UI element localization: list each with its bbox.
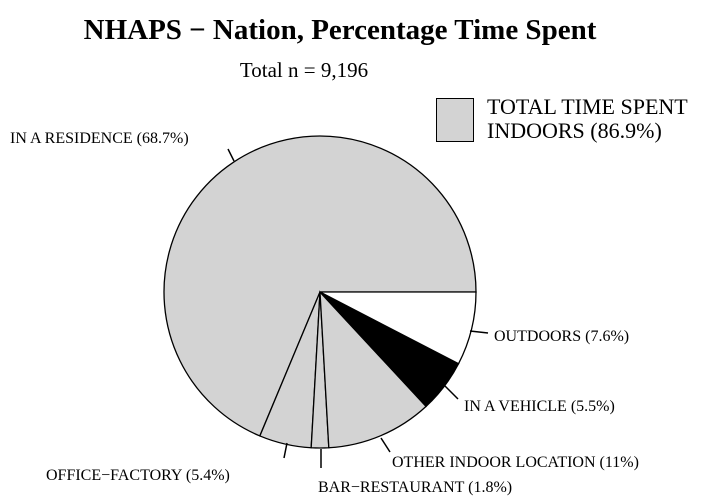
chart-title: NHAPS − Nation, Percentage Time Spent [83, 14, 597, 46]
pie-slices [163, 135, 477, 449]
slice-label-1: IN A RESIDENCE (68.7%) [10, 130, 189, 147]
slice-label-5: IN A VEHICLE (5.5%) [464, 398, 615, 415]
leader-line-4 [380, 437, 391, 453]
slice-label-6: OUTDOORS (7.6%) [494, 328, 629, 345]
slice-label-4: OTHER INDOOR LOCATION (11%) [392, 454, 639, 471]
pie-leader-lines [227, 148, 489, 468]
pie-slice-1 [163, 135, 477, 437]
leader-line-1 [227, 148, 235, 162]
chart-subtitle: Total n = 9,196 [239, 58, 369, 82]
leader-line-6 [469, 330, 489, 334]
leader-line-5 [444, 385, 459, 400]
slice-label-3: BAR−RESTAURANT (1.8%) [318, 479, 512, 496]
leader-line-2 [283, 442, 288, 459]
slice-label-2: OFFICE−FACTORY (5.4%) [46, 467, 230, 484]
pie-labels: IN A RESIDENCE (68.7%) OFFICE−FACTORY (5.… [10, 130, 639, 496]
legend-label-indoors: TOTAL TIME SPENT INDOORS (86.9%) [487, 94, 688, 143]
pie-slice-4 [319, 290, 427, 449]
pie-slice-6 [319, 291, 477, 365]
legend-swatch-indoors [436, 98, 474, 142]
